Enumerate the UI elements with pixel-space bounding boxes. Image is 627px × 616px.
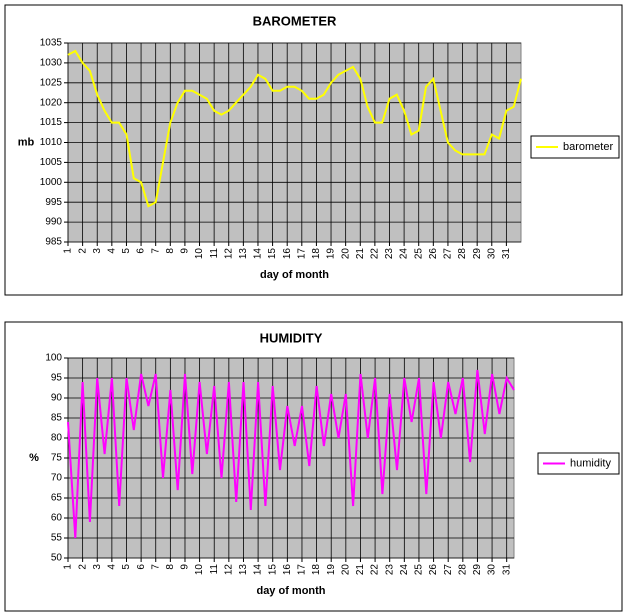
y-tick-label: 90 (51, 393, 63, 404)
x-tick-label: 16 (282, 248, 293, 260)
x-tick-label: 25 (414, 564, 425, 576)
x-tick-label: 30 (487, 564, 498, 576)
y-tick-label: 85 (51, 413, 63, 424)
x-tick-label: 24 (399, 564, 410, 576)
y-tick-label: 990 (45, 217, 62, 228)
x-tick-label: 20 (340, 248, 351, 260)
y-tick-label: 70 (51, 473, 63, 484)
x-tick-label: 10 (194, 564, 205, 576)
x-tick-label: 3 (92, 248, 103, 254)
y-tick-label: 80 (51, 433, 63, 444)
x-tick-label: 12 (223, 248, 234, 260)
x-tick-label: 13 (238, 564, 249, 576)
y-tick-label: 55 (51, 533, 63, 544)
x-tick-label: 4 (106, 248, 117, 254)
x-tick-label: 31 (501, 564, 512, 576)
x-tick-label: 23 (384, 564, 395, 576)
legend-label: barometer (563, 141, 613, 153)
x-tick-label: 27 (443, 248, 454, 260)
x-tick-label: 5 (121, 564, 132, 570)
chart-panel: 9859909951000100510101015102010251030103… (4, 4, 623, 296)
x-tick-label: 6 (136, 564, 147, 570)
x-tick-label: 28 (457, 248, 468, 260)
legend-box (530, 135, 620, 159)
x-tick-label: 2 (77, 564, 88, 570)
y-tick-label: 50 (51, 553, 63, 564)
x-tick-label: 5 (121, 248, 132, 254)
legend-box (537, 452, 620, 475)
x-tick-label: 24 (399, 248, 410, 260)
data-line (67, 369, 515, 539)
x-tick-label: 18 (311, 248, 322, 260)
x-tick-label: 9 (180, 248, 191, 254)
x-tick-label: 15 (267, 564, 278, 576)
x-tick-label: 14 (253, 248, 264, 260)
x-tick-label: 4 (107, 564, 118, 570)
legend-label: humidity (570, 457, 611, 469)
x-axis-label: day of month (256, 585, 325, 597)
y-axis-label: mb (18, 136, 35, 148)
x-tick-label: 30 (486, 248, 497, 260)
x-tick-label: 20 (340, 564, 351, 576)
x-tick-label: 29 (472, 564, 483, 576)
x-tick-label: 6 (136, 248, 147, 254)
x-tick-label: 1 (63, 248, 74, 254)
x-tick-label: 7 (150, 248, 161, 254)
x-tick-label: 22 (370, 564, 381, 576)
x-tick-label: 25 (413, 248, 424, 260)
x-tick-label: 27 (443, 564, 454, 576)
y-tick-label: 985 (45, 237, 62, 248)
y-tick-label: 95 (51, 373, 63, 384)
y-tick-label: 75 (51, 453, 63, 464)
x-tick-label: 23 (384, 248, 395, 260)
data-line (67, 49, 522, 208)
x-tick-label: 10 (194, 248, 205, 260)
chart-title: BAROMETER (253, 13, 337, 28)
y-tick-label: 65 (51, 493, 63, 504)
x-tick-label: 17 (297, 564, 308, 576)
y-tick-label: 1020 (40, 97, 63, 108)
x-tick-label: 9 (180, 564, 191, 570)
y-tick-label: 1015 (40, 117, 63, 128)
x-tick-label: 31 (501, 248, 512, 260)
x-tick-label: 2 (77, 248, 88, 254)
x-tick-label: 19 (326, 564, 337, 576)
y-axis-label: % (29, 452, 39, 464)
x-tick-label: 17 (296, 248, 307, 260)
x-tick-label: 16 (282, 564, 293, 576)
x-tick-label: 18 (311, 564, 322, 576)
chart-title: HUMIDITY (260, 330, 323, 345)
x-tick-label: 14 (253, 564, 264, 576)
y-tick-label: 1025 (40, 77, 63, 88)
y-tick-label: 1035 (40, 38, 63, 49)
x-tick-label: 1 (63, 564, 74, 570)
x-tick-label: 15 (267, 248, 278, 260)
y-tick-label: 995 (45, 197, 62, 208)
x-tick-label: 8 (165, 564, 176, 570)
x-tick-label: 21 (355, 564, 366, 576)
x-tick-label: 3 (92, 564, 103, 570)
x-tick-label: 11 (209, 248, 220, 259)
x-tick-label: 19 (326, 248, 337, 260)
y-tick-label: 100 (45, 353, 62, 364)
x-tick-label: 13 (238, 248, 249, 260)
y-tick-label: 1005 (40, 157, 63, 168)
x-tick-label: 7 (150, 564, 161, 570)
x-axis-label: day of month (260, 269, 329, 281)
y-tick-label: 1000 (40, 177, 63, 188)
y-tick-label: 1010 (40, 137, 63, 148)
x-tick-label: 11 (209, 564, 220, 575)
y-tick-label: 60 (51, 513, 63, 524)
x-tick-label: 26 (428, 564, 439, 576)
x-tick-label: 26 (428, 248, 439, 260)
x-tick-label: 8 (165, 248, 176, 254)
x-tick-label: 21 (355, 248, 366, 260)
x-tick-label: 29 (472, 248, 483, 260)
x-tick-label: 12 (223, 564, 234, 576)
x-tick-label: 22 (370, 248, 381, 260)
x-tick-label: 28 (457, 564, 468, 576)
y-tick-label: 1030 (40, 58, 63, 69)
